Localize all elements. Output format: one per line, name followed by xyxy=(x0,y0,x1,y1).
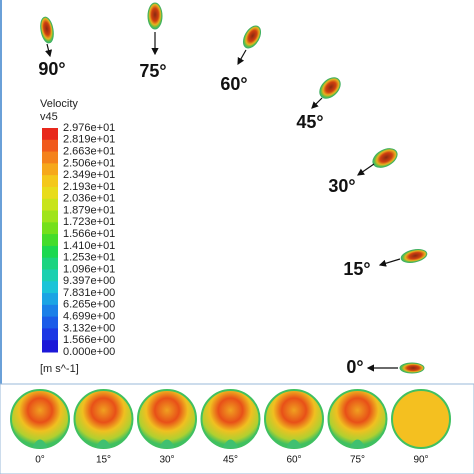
color-band xyxy=(42,245,58,259)
legend-label: 2.036e+01 xyxy=(63,193,115,205)
angle-label: 0° xyxy=(346,357,363,377)
arrow xyxy=(45,43,53,58)
legend-label: 2.193e+01 xyxy=(63,181,115,193)
section-notch xyxy=(349,439,366,448)
legend-label: 7.831e+00 xyxy=(63,287,115,299)
legend-label: 3.132e+00 xyxy=(63,322,115,334)
color-band xyxy=(42,163,58,176)
section xyxy=(391,389,451,449)
angle-label: 75° xyxy=(139,61,166,81)
droplet xyxy=(242,25,262,49)
legend-label: 1.096e+01 xyxy=(63,263,115,275)
droplet xyxy=(372,148,398,168)
arrow xyxy=(311,97,323,109)
section-label: 75° xyxy=(350,455,365,466)
color-band xyxy=(42,175,58,188)
legend-label: 1.723e+01 xyxy=(63,216,115,228)
section xyxy=(10,389,70,449)
color-band xyxy=(42,316,58,329)
section-notch xyxy=(222,439,239,448)
legend-label: 1.566e+01 xyxy=(63,228,115,240)
legend-label: 1.253e+01 xyxy=(63,252,115,264)
droplet xyxy=(40,16,54,44)
color-band xyxy=(42,198,58,212)
color-band xyxy=(42,210,58,223)
color-band xyxy=(42,340,58,353)
section-notch xyxy=(286,439,302,448)
arrow xyxy=(357,163,375,176)
angle-label: 45° xyxy=(296,112,323,132)
legend-label: 2.663e+01 xyxy=(63,145,115,157)
section xyxy=(200,389,261,449)
section xyxy=(73,389,134,449)
section-label: 45° xyxy=(223,455,238,466)
droplet xyxy=(400,249,428,263)
section-notch xyxy=(32,439,48,448)
color-band xyxy=(42,269,58,282)
legend-label: 1.566e+00 xyxy=(63,334,115,346)
section-notch xyxy=(95,439,112,448)
legend-unit: [m s^-1] xyxy=(40,363,79,375)
section xyxy=(137,389,197,449)
legend-variable: v45 xyxy=(40,111,58,123)
arrow xyxy=(237,49,247,66)
color-band xyxy=(42,222,58,235)
legend-label: 2.506e+01 xyxy=(63,157,115,169)
color-band xyxy=(42,257,58,270)
angle-label: 15° xyxy=(343,259,370,279)
angle-label: 60° xyxy=(220,74,247,94)
angle-label: 90° xyxy=(38,59,65,79)
legend-label: 2.819e+01 xyxy=(63,134,115,146)
section xyxy=(327,389,388,449)
section-notch xyxy=(159,439,175,448)
color-band xyxy=(42,186,58,200)
legend-label: 0.000e+00 xyxy=(63,346,115,358)
color-band xyxy=(42,328,58,341)
legend-label: 1.410e+01 xyxy=(63,240,115,252)
legend-label: 1.879e+01 xyxy=(63,204,115,216)
color-band xyxy=(42,139,58,153)
droplet xyxy=(399,362,425,374)
section-label: 90° xyxy=(413,455,428,466)
legend-title: Velocity xyxy=(40,98,78,110)
legend-label: 2.976e+01 xyxy=(63,122,115,134)
section-label: 0° xyxy=(35,455,45,466)
color-band xyxy=(42,304,58,318)
angle-label: 30° xyxy=(328,176,355,196)
section-label: 60° xyxy=(286,455,301,466)
color-band xyxy=(42,281,58,294)
legend-label: 6.265e+00 xyxy=(63,299,115,311)
section xyxy=(264,389,324,449)
droplet xyxy=(319,77,341,99)
section-label: 15° xyxy=(96,455,111,466)
color-band xyxy=(42,234,58,247)
color-band xyxy=(42,151,58,164)
color-band xyxy=(42,293,58,306)
color-band xyxy=(42,128,58,141)
legend-label: 2.349e+01 xyxy=(63,169,115,181)
section-label: 30° xyxy=(159,455,174,466)
legend-label: 4.699e+00 xyxy=(63,311,115,323)
legend-label: 9.397e+00 xyxy=(63,275,115,287)
droplet xyxy=(147,2,163,30)
arrow xyxy=(378,258,401,267)
